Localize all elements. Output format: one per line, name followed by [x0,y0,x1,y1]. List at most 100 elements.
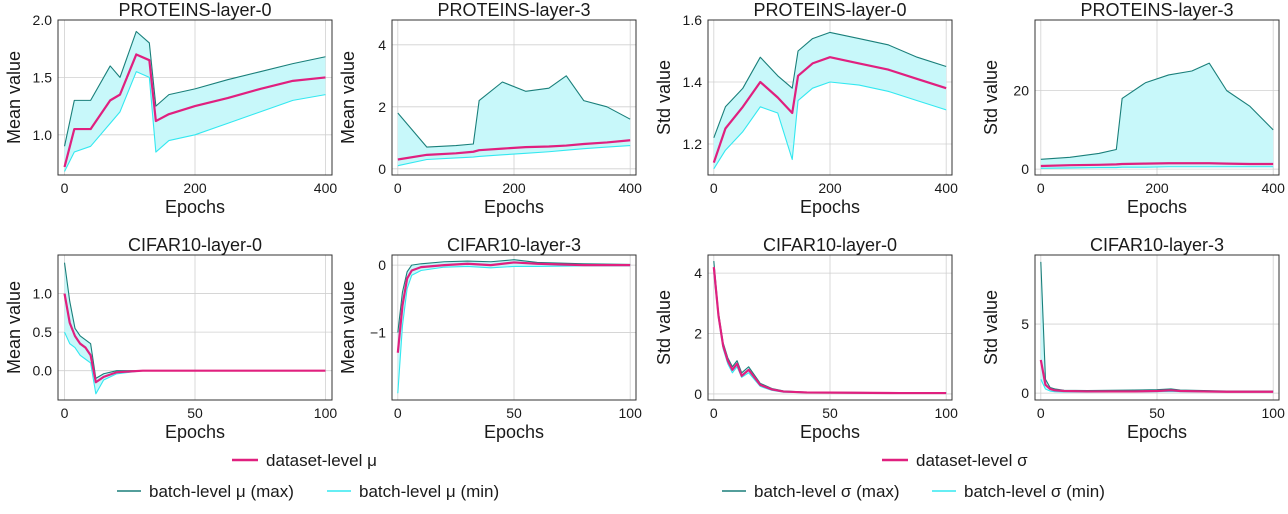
axes-frame [1034,254,1280,401]
plot-area [63,30,326,172]
gridlines [708,255,952,400]
x-axis-label: Epochs [1127,197,1187,217]
chart-title: CIFAR10-layer-0 [128,235,262,255]
series-line-dataset [712,56,947,163]
legend-label-dataset: dataset-level σ [916,451,1028,470]
chart-title: CIFAR10-layer-3 [447,235,581,255]
x-tick-label: 400 [314,180,338,196]
y-tick-label: 1.5 [33,69,53,85]
x-tick-label: 200 [183,180,207,196]
x-axis-label: Epochs [165,197,225,217]
x-tick-label: 400 [935,180,959,196]
chart-title: PROTEINS-layer-0 [753,0,906,20]
chart-title: PROTEINS-layer-3 [1080,0,1233,20]
y-tick-label: 2 [694,326,702,342]
y-tick-label: 1.0 [33,127,53,143]
gridlines [392,255,636,400]
axes-frame [391,254,637,401]
y-tick-label: 20 [1013,83,1029,99]
series-line-batch-min [713,81,947,170]
x-tick-label: 200 [818,180,842,196]
x-tick-label: 0 [710,180,718,196]
series-line-dataset [712,266,947,395]
x-axis-label: Epochs [800,422,860,442]
axes-frame [391,19,637,176]
batch-range-fill [397,75,631,166]
y-axis-label: Std value [654,60,674,135]
legend-label-batch-max: batch-level μ (max) [149,482,294,501]
x-tick-label: 200 [1145,180,1169,196]
x-axis-label: Epochs [1127,422,1187,442]
y-tick-label: 4 [694,265,702,281]
y-tick-label: 0.5 [33,324,53,340]
series-line-dataset [63,293,326,384]
x-tick-label: 0 [394,405,402,421]
legend-mu: dataset-level μ batch-level μ (max) batch-… [117,451,499,501]
batch-range-fill [713,32,947,169]
y-tick-label: 5 [1021,316,1029,332]
chart-title: PROTEINS-layer-3 [437,0,590,20]
chart-panel-3: 0 200 400 0 20 PROTEINS-layer-3 Epochs Std valu… [981,0,1285,217]
x-tick-label: 100 [935,405,959,421]
plot-area [1040,62,1274,169]
axes-frame [707,19,953,176]
series-line-dataset [396,261,631,353]
legend-label-batch-min: batch-level μ (min) [359,482,499,501]
x-tick-label: 100 [314,405,338,421]
y-tick-label: 2 [378,99,386,115]
plot-area [712,31,947,170]
y-tick-label: 0 [378,161,386,177]
series-line-batch-min [397,145,631,167]
chart-panel-0: 0 200 400 1.0 1.5 2.0 PROTEINS-layer-0 Epochs Me… [4,0,337,217]
legend-label-batch-min: batch-level σ (min) [964,482,1105,501]
series-line-dataset [1039,359,1274,393]
axes-frame [57,19,333,176]
y-tick-label: 0 [694,386,702,402]
x-tick-label: 50 [187,405,203,421]
legend-sigma: dataset-level σ batch-level σ (max) batch-… [722,451,1105,501]
y-tick-label: 0 [1021,385,1029,401]
y-axis-label: Mean value [338,51,358,144]
batch-range-fill [1040,63,1274,169]
y-tick-label: 1.2 [683,136,703,152]
series-line-batch-max [63,30,326,147]
y-axis-label: Std value [654,290,674,365]
plot-area [63,262,326,395]
y-tick-label: 0 [378,257,386,273]
x-tick-label: 50 [822,405,838,421]
axes-frame [1034,19,1280,176]
y-tick-label: 0.0 [33,363,53,379]
series-line-batch-min [397,265,631,394]
x-axis-label: Epochs [800,197,860,217]
x-tick-label: 0 [710,405,718,421]
series-line-batch-min [64,71,326,172]
series-line-dataset [397,139,631,161]
x-axis-label: Epochs [165,422,225,442]
y-tick-label: 1.6 [683,12,703,28]
x-tick-label: 100 [619,405,643,421]
legend-label-batch-max: batch-level σ (max) [754,482,900,501]
y-tick-label: 1.4 [683,74,703,90]
series-line-batch-max [397,259,631,333]
y-axis-label: Std value [981,60,1001,135]
series-line-batch-max [397,75,631,148]
chart-panel-5: 0 50 100 −1 0 CIFAR10-layer-3 Epochs Mean value [338,235,642,442]
y-tick-label: −1 [370,325,386,341]
y-axis-label: Mean value [338,281,358,374]
x-axis-label: Epochs [484,422,544,442]
x-tick-label: 0 [1037,180,1045,196]
x-tick-label: 200 [502,180,526,196]
chart-panel-2: 0 200 400 1.2 1.4 1.6 PROTEINS-layer-0 Epochs St… [654,0,958,217]
x-tick-label: 400 [1262,180,1286,196]
chart-title: CIFAR10-layer-3 [1090,235,1224,255]
chart-panel-4: 0 50 100 0.0 0.5 1.0 CIFAR10-layer-0 Epochs Mean… [4,235,337,442]
batch-range-fill [64,31,326,172]
legend-label-dataset: dataset-level μ [266,451,377,470]
y-tick-label: 1.0 [33,286,53,302]
x-tick-label: 400 [619,180,643,196]
x-axis-label: Epochs [484,197,544,217]
series-line-batch-max [713,31,947,138]
series-line-batch-min [1040,166,1274,169]
gridlines [1035,255,1279,400]
